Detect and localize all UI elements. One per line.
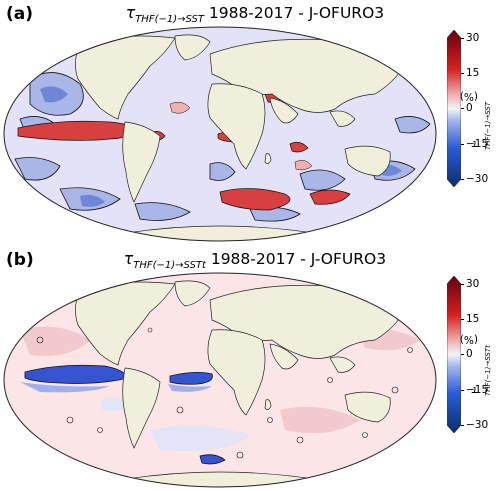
map-border: [3, 272, 437, 488]
colorbar: [446, 29, 462, 188]
colorbar-unit: (%): [459, 333, 478, 346]
panel-title: τTHF(−1)→SST 1988-2017 - J-OFURO3: [90, 4, 420, 25]
colorbar-label-symbol: τ: [471, 384, 478, 396]
southeast-asia: [329, 356, 356, 373]
colorbar-label-subscript: THF(−1)→SSTt: [484, 345, 493, 396]
australia: [344, 145, 391, 177]
moderate-negative-regions: [20, 382, 212, 393]
title-subscript: THF(−1)→SSTt: [133, 260, 206, 272]
title-text: 1988-2017 - J-OFURO3: [205, 250, 387, 268]
colorbar-tick: −30: [466, 419, 489, 431]
title-symbol: τ: [123, 250, 134, 268]
africa: [207, 329, 266, 416]
greenland: [174, 280, 211, 307]
colorbar-tick: 0: [466, 348, 473, 360]
colorbar-tick: 15: [466, 313, 480, 325]
colorbar-tick: 30: [466, 278, 480, 290]
colorbar-label-subscript: THF(−1)→SST: [484, 101, 493, 150]
arabia-india: [269, 97, 299, 124]
world-map-mollweide: [3, 272, 437, 488]
australia: [344, 391, 391, 423]
negative-anomaly-regions: [24, 364, 226, 465]
weak-negative-field: [100, 396, 250, 451]
colorbar-unit: (%): [459, 89, 478, 102]
panel-letter: (b): [6, 250, 34, 270]
title-subscript: THF(−1)→SST: [135, 14, 204, 26]
south-america: [122, 367, 161, 449]
panel-a: (a) τTHF(−1)→SST 1988-2017 - J-OFURO3: [0, 0, 500, 245]
colorbar: [446, 275, 462, 434]
colorbar-tick: −15: [466, 138, 489, 150]
panel-b: (b) τTHF(−1)→SSTt 1988-2017 - J-OFURO3: [0, 246, 500, 491]
colorbar-label: τ THF(−1)→SSTt (%): [460, 333, 498, 397]
scattered-contours: [36, 327, 413, 459]
colorbar-tick: 0: [466, 102, 473, 114]
colorbar-label-symbol: τ: [471, 138, 478, 150]
colorbar-tick: −15: [466, 384, 489, 396]
colorbar-tick: 15: [466, 67, 480, 79]
madagascar: [264, 399, 272, 410]
south-america: [122, 121, 161, 203]
weak-positive-field: [20, 326, 420, 434]
map-border: [3, 26, 437, 242]
panel-title: τTHF(−1)→SSTt 1988-2017 - J-OFURO3: [90, 250, 420, 271]
greenland: [174, 34, 211, 61]
arabia-india: [269, 343, 299, 370]
colorbar-label: τ THF(−1)→SST (%): [460, 90, 498, 151]
title-symbol: τ: [125, 4, 136, 22]
colorbar-tick: −30: [466, 173, 489, 185]
madagascar: [264, 153, 272, 164]
africa: [207, 83, 266, 170]
title-text: 1988-2017 - J-OFURO3: [203, 4, 385, 22]
panel-letter: (a): [6, 4, 34, 24]
southeast-asia: [329, 110, 356, 127]
world-map-mollweide: [3, 26, 437, 242]
continents: [75, 280, 406, 487]
colorbar-tick: 30: [466, 32, 480, 44]
